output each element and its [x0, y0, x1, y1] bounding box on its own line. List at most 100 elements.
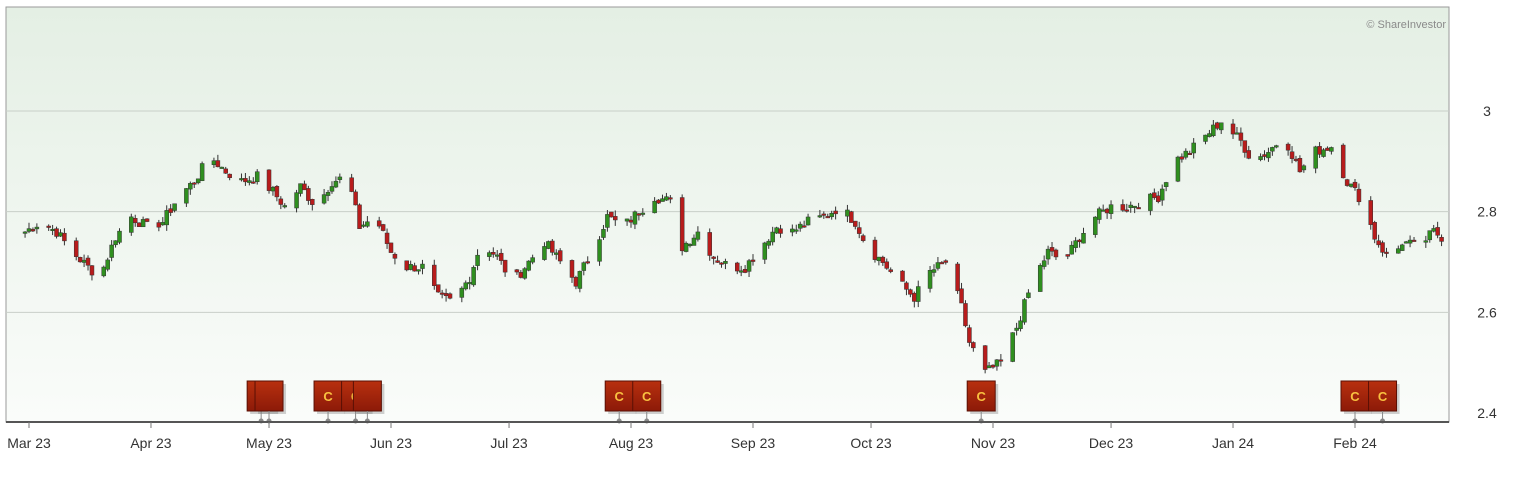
candle [282, 203, 288, 209]
candle [683, 241, 689, 253]
candle [463, 280, 469, 291]
x-tick-label: May 23 [246, 435, 292, 451]
candle [880, 255, 886, 266]
event-marker-label: C [1350, 389, 1360, 404]
candle [34, 223, 40, 234]
candle [140, 216, 146, 228]
candle [1152, 188, 1157, 200]
candle [188, 181, 193, 195]
candle [1384, 247, 1389, 258]
candle [498, 248, 504, 265]
candle [884, 258, 890, 270]
candle [860, 233, 866, 243]
candle [1010, 332, 1015, 363]
candle [1289, 146, 1295, 164]
candle [1065, 254, 1071, 260]
candle [376, 216, 382, 229]
plot-background [5, 6, 1450, 423]
event-marker[interactable]: C [632, 380, 664, 424]
x-tick-label: Feb 24 [1333, 435, 1377, 451]
candle [117, 228, 122, 245]
candle [1081, 227, 1086, 244]
candle [927, 265, 933, 293]
candle [1313, 145, 1318, 174]
candle [577, 270, 583, 293]
candle [931, 264, 937, 277]
event-marker[interactable]: C [966, 380, 999, 424]
candle [550, 239, 555, 256]
event-marker[interactable]: C [1368, 380, 1400, 424]
event-marker[interactable]: C [604, 380, 637, 424]
candle [904, 281, 909, 296]
candle [1242, 140, 1248, 158]
candle [597, 236, 602, 266]
event-marker-label: C [323, 389, 333, 404]
candle [1136, 202, 1141, 210]
candle [73, 237, 79, 261]
candle [829, 210, 834, 220]
candle [325, 189, 331, 202]
x-tick-label: Dec 23 [1089, 435, 1134, 451]
candle [1356, 183, 1362, 206]
candle [613, 210, 618, 226]
candle [337, 173, 343, 184]
candle [1423, 235, 1429, 248]
chart-credit: © ShareInvestor [1366, 19, 1446, 31]
candle [766, 239, 771, 249]
candle [640, 208, 646, 217]
candle [432, 259, 437, 290]
candle [1439, 234, 1444, 247]
candle [853, 220, 858, 230]
candle [849, 210, 854, 223]
candle [1230, 119, 1236, 139]
candle [514, 268, 520, 275]
candle [1179, 153, 1185, 163]
candle [491, 247, 496, 258]
candle [1427, 230, 1433, 243]
candle [278, 196, 284, 210]
candle [1297, 155, 1303, 173]
candle [963, 300, 968, 328]
candle [833, 206, 838, 220]
candle [392, 252, 398, 265]
candle [1049, 242, 1055, 257]
candle [711, 256, 716, 265]
candle [251, 177, 256, 184]
candle [959, 282, 964, 304]
candle [475, 249, 480, 271]
candle [294, 189, 299, 213]
candle [546, 240, 551, 250]
candle [1018, 316, 1023, 332]
candle [62, 228, 67, 246]
candle [794, 224, 799, 234]
event-marker[interactable]: C [1340, 380, 1372, 424]
candle [223, 166, 228, 174]
event-marker[interactable] [352, 380, 385, 424]
candle [691, 234, 697, 246]
candle [1211, 120, 1216, 138]
candle [1270, 146, 1275, 156]
candle [585, 256, 590, 265]
candle [542, 242, 547, 261]
event-marker[interactable] [254, 380, 287, 424]
candle [762, 241, 768, 264]
candle [715, 255, 720, 263]
event-markers: CCCCCCCC [246, 380, 1400, 424]
candle [1187, 150, 1192, 155]
candle [1372, 220, 1377, 244]
candle [502, 259, 508, 277]
candle [1037, 263, 1043, 292]
x-tick-label: Jan 24 [1212, 435, 1254, 451]
candle [734, 261, 740, 275]
candle [380, 223, 386, 232]
candle [321, 188, 327, 205]
candle [1069, 241, 1074, 255]
candle [939, 261, 945, 265]
candle [1022, 298, 1027, 325]
candle [420, 259, 425, 275]
candle [1258, 153, 1263, 162]
candle [967, 324, 972, 347]
candle [459, 286, 465, 303]
candle [1148, 192, 1153, 216]
